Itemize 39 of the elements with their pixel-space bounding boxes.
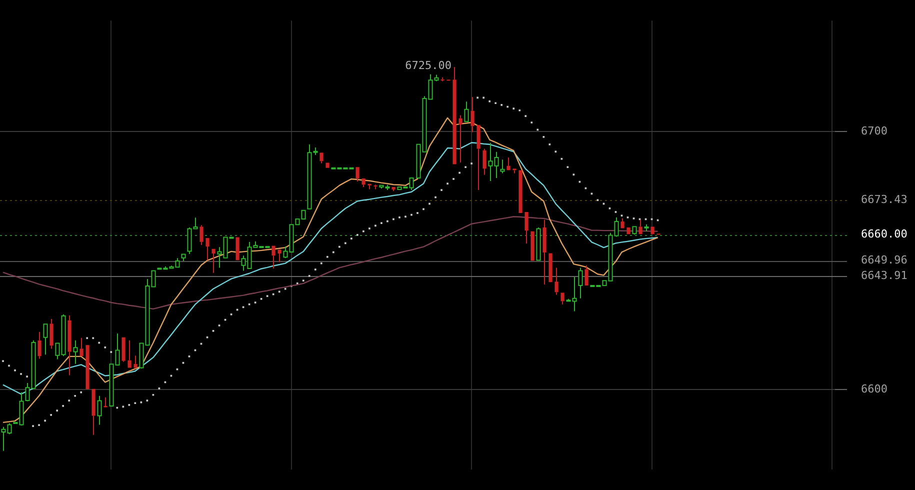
candlestick xyxy=(80,337,84,356)
candlestick xyxy=(476,125,480,191)
candlestick xyxy=(392,186,396,192)
candlestick xyxy=(560,292,564,305)
candlestick xyxy=(458,114,462,163)
candlestick xyxy=(374,185,378,190)
candlestick xyxy=(278,250,282,263)
candlestick xyxy=(320,152,324,164)
candlestick xyxy=(506,157,510,170)
candlestick xyxy=(368,184,372,190)
candlestick xyxy=(542,219,546,285)
candlestick xyxy=(50,318,54,350)
candlestick xyxy=(512,168,516,174)
candlestick xyxy=(212,248,216,274)
candlestick xyxy=(470,96,474,133)
candlestick xyxy=(554,267,558,296)
candlestick xyxy=(482,148,486,176)
candlestick xyxy=(356,167,360,182)
candlestick xyxy=(524,212,528,244)
candlestick xyxy=(68,314,72,376)
candlestick xyxy=(92,388,96,436)
candlestick xyxy=(620,218,624,228)
candlestick xyxy=(122,337,126,362)
annotation: 6725.00 xyxy=(405,58,452,72)
ref-line-label: 6673.43 xyxy=(861,192,908,206)
candlestick xyxy=(206,238,210,261)
candlestick xyxy=(272,246,276,269)
candlestick xyxy=(362,178,366,188)
y-tick-label: 6700 xyxy=(861,124,888,138)
ref-line-label: 6649.96 xyxy=(861,253,908,266)
candlestick xyxy=(38,331,42,360)
ref-line-label: 6643.91 xyxy=(861,269,908,282)
ref-line-label: 6660.00 xyxy=(861,228,908,241)
candlestick xyxy=(128,340,132,368)
candlestick xyxy=(584,264,588,286)
candlestick xyxy=(134,355,138,370)
candlestick xyxy=(200,224,204,246)
candlestick xyxy=(452,66,456,164)
y-tick-label: 6600 xyxy=(861,382,888,396)
